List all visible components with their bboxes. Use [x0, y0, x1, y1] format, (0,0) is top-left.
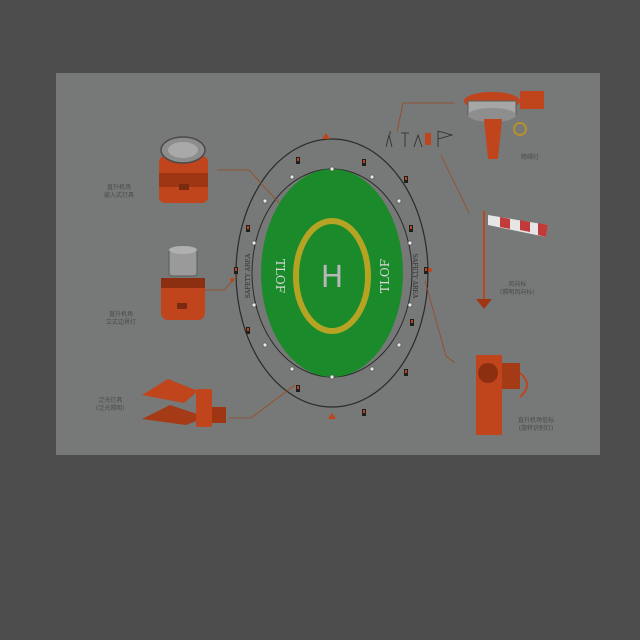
- safety-area-label-right: SAFETY AREA: [411, 254, 418, 299]
- diagram-canvas: H TLOF TLOF SAFETY AREA SAFETY AREA: [142, 91, 548, 435]
- tlof-label-right: TLOF: [378, 259, 392, 293]
- caption-beacon: 直升机场信标 (旋转识别灯): [518, 417, 554, 433]
- touchdown-area: [261, 169, 403, 377]
- elevated-light-fixture: [161, 246, 205, 320]
- h-marking: H: [321, 260, 344, 295]
- caption-line: 嵌入式灯具: [104, 192, 135, 199]
- caption-line: 障碍灯: [521, 154, 540, 161]
- leader-lines: [204, 102, 470, 419]
- caption-line: (旋转识别灯): [518, 425, 554, 432]
- floodlight-fixture: [142, 379, 226, 427]
- obstacle-icon-row: [385, 130, 454, 148]
- illuminated-windsock: [476, 211, 548, 309]
- touchdown-circle: [293, 218, 371, 334]
- caption-line: 立式边界灯: [106, 319, 137, 326]
- caption-line: 直升机场信标: [518, 417, 555, 424]
- safety-area-label-left: SAFETY AREA: [245, 253, 252, 298]
- caption-obstacle-light: 障碍灯: [521, 154, 539, 162]
- caption-line: 风向标: [508, 281, 527, 288]
- caption-windsock: 风向标 (照明风向标): [500, 281, 535, 297]
- safety-area-lamps: [234, 157, 428, 416]
- caption-line: (照明风向标): [500, 289, 535, 296]
- tlof-perimeter-lights: [251, 166, 413, 380]
- caption-inset-light: 直升机场 嵌入式灯具: [104, 184, 134, 200]
- heliport-beacon: [476, 355, 528, 435]
- caption-line: 直升机场: [107, 184, 132, 191]
- inset-light-fixture: [159, 136, 208, 203]
- obstacle-light-fixture: [464, 91, 544, 159]
- caption-line: (泛光照明): [96, 405, 125, 412]
- tlof-label-left: TLOF: [273, 259, 287, 293]
- caption-elevated-light: 直升机场 立式边界灯: [106, 311, 136, 327]
- caption-line: 泛光灯具: [98, 397, 123, 404]
- caption-floodlight: 泛光灯具 (泛光照明): [96, 397, 125, 413]
- safety-area-markers: [230, 133, 432, 419]
- heliport-lighting-diagram: H TLOF TLOF SAFETY AREA SAFETY AREA: [56, 73, 600, 455]
- caption-line: 直升机场: [109, 311, 134, 318]
